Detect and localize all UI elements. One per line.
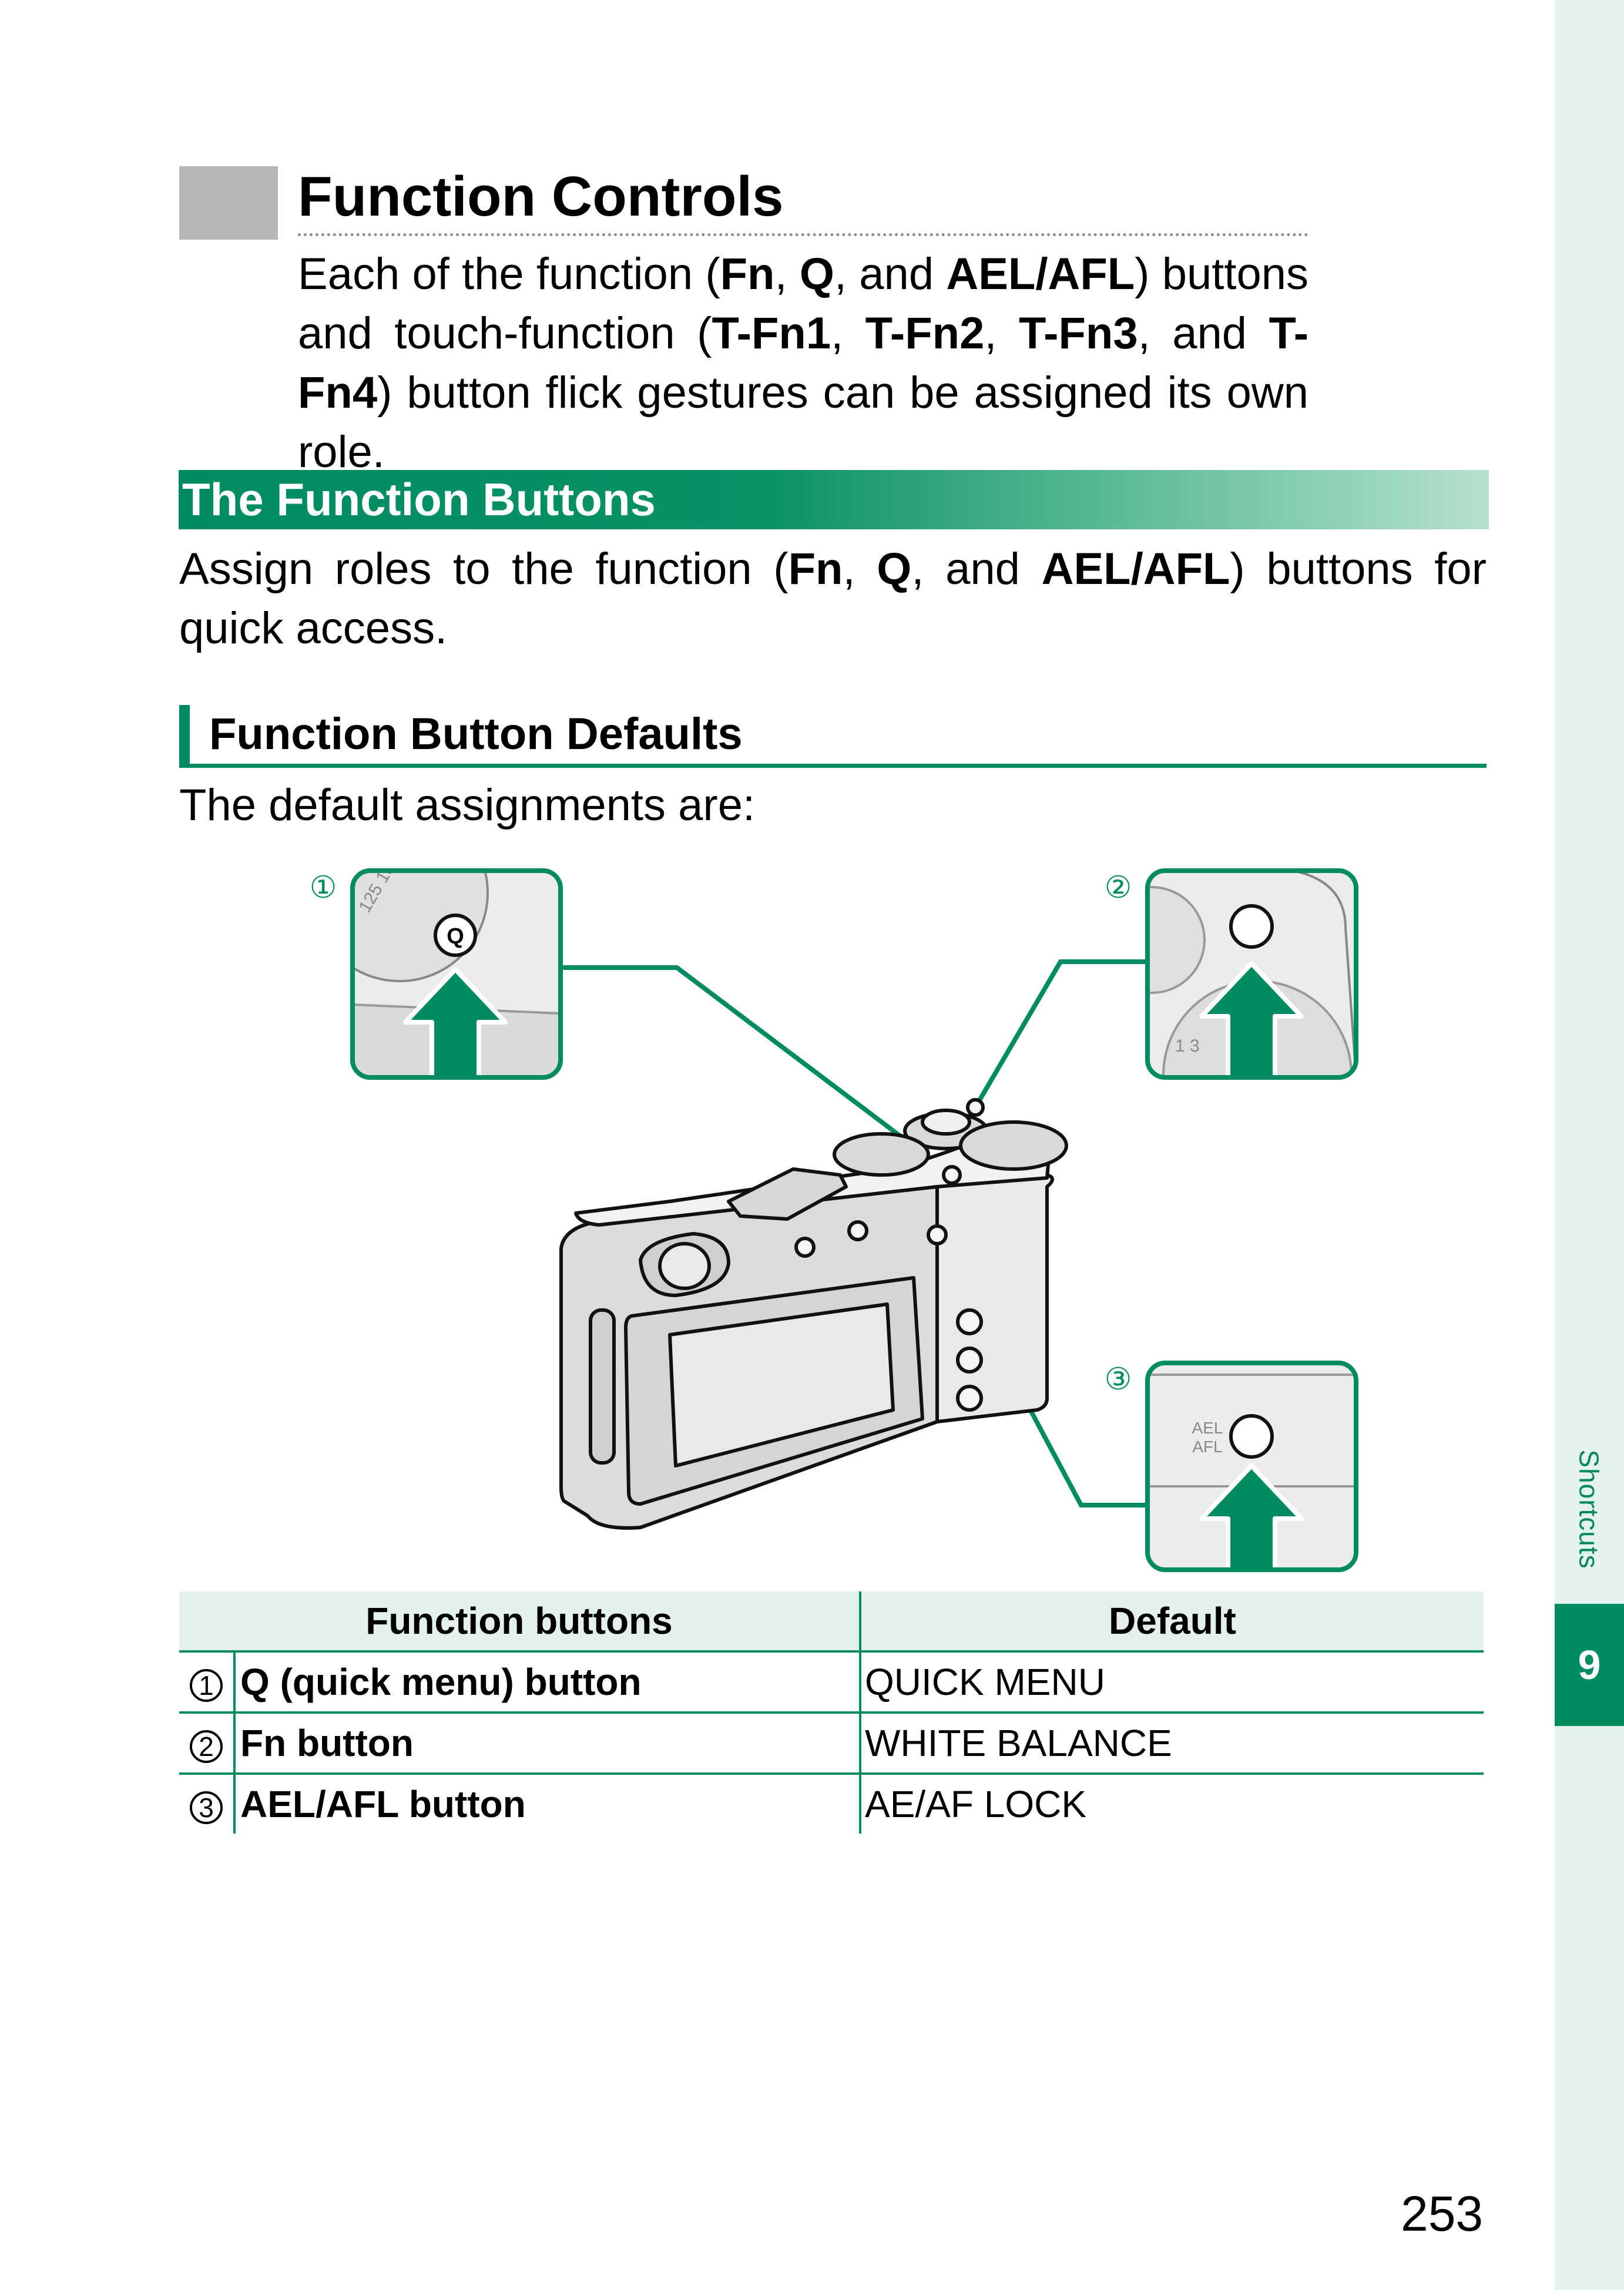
page-number: 253 — [1401, 2186, 1484, 2241]
defaults-table-wrap: Function buttons Default 1 Q (quick menu… — [179, 1591, 1484, 1834]
defaults-heading: Function Button Defaults — [209, 709, 743, 759]
table-row: 2 Fn button WHITE BALANCE — [179, 1713, 1484, 1775]
chapter-tab: 9 — [1555, 1604, 1624, 1726]
row-default-value: WHITE BALANCE — [860, 1713, 1484, 1775]
side-strip — [1555, 0, 1624, 2290]
defaults-table: Function buttons Default 1 Q (quick menu… — [179, 1591, 1484, 1834]
function-buttons-paragraph: Assign roles to the function (Fn, Q, and… — [179, 544, 1487, 653]
row-button-name: AEL/AFL button — [234, 1774, 861, 1834]
callout-fn-button: 1 3 — [1145, 868, 1358, 1080]
callout-q-button: 125 180 Q — [350, 868, 563, 1080]
callout-number-1: ① — [310, 870, 337, 905]
q-button-label: Q — [447, 924, 464, 949]
defaults-intro: The default assignments are: — [179, 780, 756, 830]
side-tab-label: Shortcuts — [1574, 1449, 1605, 1569]
camera-body — [559, 1109, 1068, 1530]
leader-line-2 — [973, 959, 1147, 1109]
dial-marking-2: 1 3 — [1175, 1036, 1200, 1056]
table-row: 3 AEL/AFL button AE/AF LOCK — [179, 1774, 1484, 1834]
section-title: Function Controls — [298, 165, 784, 228]
leader-line-1 — [561, 965, 954, 1177]
row-button-name: Fn button — [234, 1713, 861, 1775]
afl-label: AFL — [1192, 1438, 1222, 1456]
callout-number-3: ③ — [1105, 1362, 1132, 1397]
body-buttons — [794, 1098, 985, 1412]
intro-paragraph: Each of the function (Fn, Q, and AEL/AFL… — [298, 249, 1309, 477]
row-number-badge: 2 — [190, 1730, 223, 1763]
ael-label: AEL — [1192, 1419, 1223, 1437]
row-default-value: QUICK MENU — [860, 1651, 1484, 1714]
table-row: 1 Q (quick menu) button QUICK MENU — [179, 1651, 1484, 1714]
camera-illustration: 125 180 Q 1 3 AEL AFL — [310, 868, 1358, 1572]
subsection-heading: The Function Buttons — [179, 470, 1489, 529]
row-button-name: Q (quick menu) button — [234, 1651, 861, 1714]
callout-ael-afl-button: AEL AFL — [1145, 1361, 1358, 1572]
section-marker — [179, 166, 278, 240]
row-number-badge: 3 — [190, 1791, 223, 1824]
callout-number-2: ② — [1105, 870, 1132, 905]
row-default-value: AE/AF LOCK — [865, 1783, 1086, 1825]
subheading-bar — [179, 705, 190, 767]
subheading-rule — [179, 764, 1487, 768]
dotted-divider — [298, 233, 1308, 236]
table-header-row: Function buttons Default — [179, 1591, 1484, 1653]
row-number-badge: 1 — [190, 1669, 223, 1702]
header-function-buttons: Function buttons — [179, 1591, 861, 1653]
header-default: Default — [860, 1591, 1484, 1653]
